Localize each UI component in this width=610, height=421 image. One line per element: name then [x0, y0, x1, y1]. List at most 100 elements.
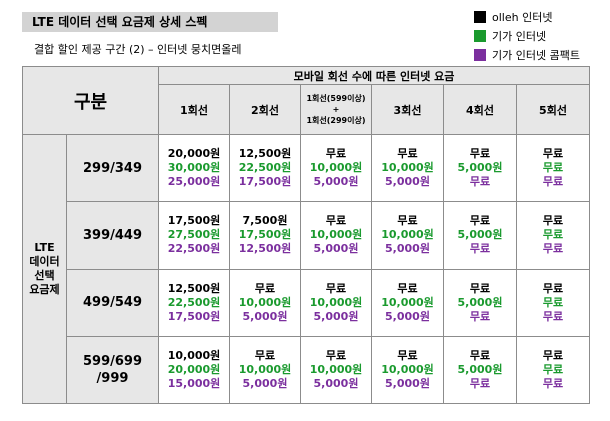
price-giga: 무료 [542, 362, 564, 376]
price-giga: 5,000원 [457, 295, 503, 309]
header-col-1: 1회선 [158, 84, 230, 135]
table-row: 399/449 17,500원 27,500원 22,500원 7,500원 17,500… [23, 201, 591, 270]
price-giga: 22,500원 [238, 161, 292, 175]
plan-label: 399/449 [66, 201, 159, 270]
price-olleh: 무료 [542, 281, 564, 295]
price-olleh: 무료 [542, 214, 564, 228]
table-row: 499/549 12,500원 22,500원 17,500원 무료 10,000원 5,0… [23, 268, 591, 337]
price-compact: 17,500원 [167, 309, 221, 323]
price-cell: 무료 10,000원 5,000원 [371, 133, 444, 203]
price-giga: 무료 [542, 161, 564, 175]
price-compact: 5,000원 [385, 376, 430, 390]
price-cell: 무료 10,000원 5,000원 [371, 335, 444, 405]
price-olleh: 무료 [397, 348, 418, 362]
price-compact: 5,000원 [313, 242, 359, 256]
price-olleh: 무료 [325, 214, 347, 228]
row-group-line: 데이터 [29, 255, 60, 268]
price-cell: 무료 10,000원 5,000원 [371, 201, 444, 270]
price-olleh: 무료 [469, 348, 491, 362]
price-compact: 무료 [469, 376, 491, 390]
price-compact: 5,000원 [313, 376, 359, 390]
price-cell: 무료 10,000원 5,000원 [300, 133, 372, 203]
legend-swatch [474, 10, 486, 23]
price-compact: 5,000원 [385, 175, 430, 189]
price-giga: 10,000원 [381, 362, 434, 376]
row-group-line: 요금제 [29, 283, 60, 296]
price-olleh: 무료 [469, 214, 491, 228]
legend-label: 기가 인터넷 콤팩트 [492, 48, 580, 62]
header-col-3: 3회선 [371, 84, 444, 135]
price-cell: 20,000원 30,000원 25,000원 [158, 133, 230, 203]
price-compact: 무료 [469, 309, 491, 323]
price-giga: 5,000원 [457, 228, 503, 242]
price-compact: 15,000원 [167, 376, 221, 390]
legend-item: 기가 인터넷 콤팩트 [474, 46, 580, 63]
price-compact: 무료 [542, 309, 564, 323]
header-group: 모바일 회선 수에 따른 인터넷 요금 [157, 66, 591, 85]
price-cell: 17,500원 27,500원 22,500원 [158, 201, 230, 270]
price-giga: 10,000원 [238, 295, 292, 309]
price-olleh: 무료 [254, 348, 276, 362]
price-compact: 5,000원 [313, 175, 359, 189]
price-compact: 무료 [542, 175, 564, 189]
price-olleh: 7,500원 [242, 214, 288, 228]
price-cell: 무료 10,000원 5,000원 [300, 201, 372, 270]
price-giga: 20,000원 [167, 362, 221, 376]
price-cell: 무료 5,000원 무료 [443, 201, 517, 270]
price-compact: 22,500원 [167, 242, 221, 256]
price-cell: 12,500원 22,500원 17,500원 [158, 268, 230, 337]
price-cell: 무료 10,000원 5,000원 [229, 335, 301, 405]
price-giga: 10,000원 [381, 295, 434, 309]
price-giga: 5,000원 [457, 362, 503, 376]
price-cell: 10,000원 20,000원 15,000원 [158, 335, 230, 405]
price-giga: 27,500원 [167, 228, 221, 242]
price-olleh: 10,000원 [167, 348, 221, 362]
price-cell: 무료 10,000원 5,000원 [229, 268, 301, 337]
table-row: 599/699/999 10,000원 20,000원 15,000원 무료 10,000… [23, 335, 591, 405]
header-col-combo-plus: + [332, 105, 340, 114]
price-cell: 12,500원 22,500원 17,500원 [229, 133, 301, 203]
price-olleh: 무료 [469, 147, 491, 161]
price-giga: 22,500원 [167, 295, 221, 309]
price-giga: 10,000원 [309, 295, 363, 309]
price-olleh: 17,500원 [167, 214, 221, 228]
header-col-2: 2회선 [229, 84, 301, 135]
price-olleh: 12,500원 [238, 147, 292, 161]
table-row: LTE 데이터 선택 요금제 299/349 20,000원 30,000원 25,000원 1… [22, 133, 591, 404]
price-compact: 무료 [542, 242, 564, 256]
price-compact: 5,000원 [385, 242, 430, 256]
price-giga: 무료 [542, 228, 564, 242]
price-olleh: 무료 [542, 348, 564, 362]
price-olleh: 20,000원 [167, 147, 221, 161]
plan-label: 499/549 [66, 268, 159, 337]
price-compact: 12,500원 [238, 242, 292, 256]
price-cell: 무료 5,000원 무료 [443, 133, 517, 203]
page-title: LTE 데이터 선택 요금제 상세 스펙 [22, 12, 278, 32]
price-compact: 25,000원 [167, 175, 221, 189]
plan-label-line: 599/699 [82, 353, 143, 369]
price-compact: 무료 [542, 376, 564, 390]
price-olleh: 무료 [542, 147, 564, 161]
price-cell: 무료 무료 무료 [515, 268, 591, 337]
price-compact: 무료 [469, 175, 491, 189]
price-olleh: 무료 [254, 281, 276, 295]
price-cell: 무료 10,000원 5,000원 [300, 268, 372, 337]
price-cell: 무료 무료 무료 [515, 335, 591, 405]
price-giga: 5,000원 [457, 161, 503, 175]
price-cell: 무료 5,000원 무료 [443, 268, 517, 337]
plan-label: 299/349 [66, 133, 159, 203]
price-compact: 무료 [469, 242, 491, 256]
header-col-combo-line1: 1회선(599이상) [306, 94, 366, 103]
price-giga: 10,000원 [309, 161, 363, 175]
header-col-combo-line2: 1회선(299이상) [306, 116, 366, 125]
row-group-line: LTE [34, 241, 55, 254]
header-col-combo: 1회선(599이상) + 1회선(299이상) [300, 84, 372, 135]
price-cell: 무료 무료 무료 [515, 201, 591, 270]
price-olleh: 무료 [397, 214, 418, 228]
price-giga: 10,000원 [309, 362, 363, 376]
row-group-label: LTE 데이터 선택 요금제 [22, 134, 67, 404]
price-olleh: 무료 [325, 348, 347, 362]
price-giga: 17,500원 [238, 228, 292, 242]
price-compact: 5,000원 [242, 376, 288, 390]
price-olleh: 무료 [325, 281, 347, 295]
